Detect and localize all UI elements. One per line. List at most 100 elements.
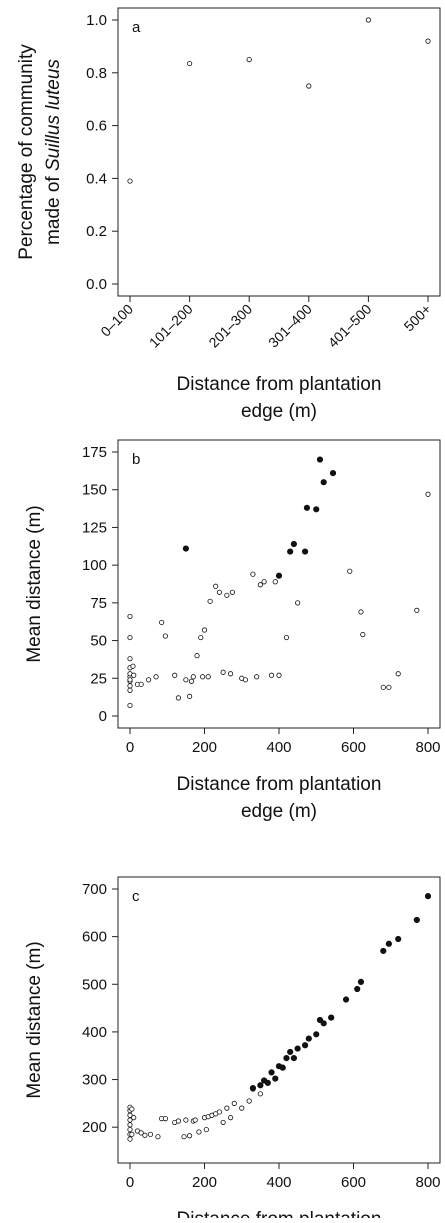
data-point-open	[257, 582, 263, 588]
data-point-open	[220, 1119, 226, 1126]
data-point-filled	[385, 940, 392, 947]
data-point-open	[272, 579, 278, 585]
x-tick-label: 400	[266, 739, 291, 756]
data-point-open	[386, 684, 392, 690]
data-point-open	[347, 568, 353, 574]
y-tick-label: 25	[90, 670, 107, 687]
data-point-open	[155, 1134, 161, 1140]
data-point-open	[130, 663, 136, 669]
data-point-open	[224, 1105, 230, 1111]
data-point-open	[183, 1117, 189, 1123]
x-tick-label: 800	[415, 739, 440, 756]
data-point-open	[276, 672, 282, 678]
x-tick-label: 600	[341, 1174, 366, 1191]
data-point-open	[414, 607, 420, 614]
y-tick-label: 0.6	[86, 118, 107, 135]
data-points	[127, 17, 431, 184]
y-tick-label: 75	[90, 595, 107, 612]
x-tick-label: 201–300	[205, 301, 255, 351]
data-point-open	[246, 1098, 252, 1104]
data-point-open	[127, 1136, 133, 1142]
data-point-open	[231, 1100, 237, 1106]
data-point-open	[190, 674, 196, 680]
data-point-open	[127, 702, 133, 709]
x-tick-label: 200	[192, 739, 217, 756]
data-point-open	[153, 674, 159, 680]
data-point-open	[227, 671, 234, 677]
data-point-filled	[268, 1069, 275, 1076]
x-tick-label: 600	[341, 739, 366, 756]
data-point-open	[203, 1126, 209, 1133]
y-axis: 200 300 400 500 600 700	[82, 881, 118, 1136]
x-tick-label: 0	[126, 739, 134, 756]
data-point-open	[127, 1126, 133, 1133]
data-point-open	[261, 579, 267, 585]
data-point-filled	[329, 470, 337, 477]
y-tick-label: 175	[82, 444, 107, 461]
data-point-open	[127, 687, 133, 693]
y-tick-label: 150	[82, 482, 107, 499]
data-point-filled	[424, 893, 432, 900]
y-tick-label: 400	[82, 1024, 107, 1041]
data-point-filled	[357, 978, 365, 985]
y-tick-label: 50	[90, 633, 107, 650]
data-point	[187, 60, 193, 67]
data-point-open	[360, 631, 366, 638]
x-tick-label: 800	[415, 1174, 440, 1191]
data-point-filled	[342, 996, 350, 1003]
x-tick-label: 301–400	[265, 301, 315, 351]
x-tick-label: 500+	[401, 301, 435, 335]
data-point-open	[131, 1115, 137, 1121]
y-tick-label: 0.2	[86, 223, 107, 240]
data-point-open	[183, 677, 189, 683]
plot-frame	[117, 439, 441, 729]
x-tick-label: 0	[126, 1174, 134, 1191]
data-points	[127, 893, 432, 1142]
x-axis: 0–100 101–200 201–300 301–400 401–500 500+	[97, 296, 434, 351]
x-axis: 0 200 400 600 800	[126, 1163, 441, 1191]
data-point-open	[194, 653, 200, 659]
data-point-filled	[294, 1045, 301, 1052]
data-point	[306, 83, 312, 89]
y-axis-label: made of Suillus luteus	[43, 59, 64, 245]
data-point-open	[175, 1118, 182, 1124]
data-point-filled	[290, 1055, 297, 1062]
data-point-filled	[257, 1082, 264, 1089]
y-tick-label: 1.0	[86, 12, 107, 29]
data-point-filled	[287, 548, 294, 555]
data-point	[127, 178, 133, 184]
data-point-filled	[305, 1035, 312, 1042]
x-axis-label: edge (m)	[241, 801, 317, 822]
data-point-open	[192, 1117, 198, 1123]
data-point-filled	[287, 1048, 294, 1056]
y-tick-label: 0	[99, 708, 107, 725]
data-point-filled	[290, 540, 297, 548]
data-point-open	[187, 693, 193, 699]
data-point-filled	[380, 947, 387, 955]
y-axis-label: Mean distance (m)	[24, 505, 45, 662]
y-axis: 0.0 0.2 0.4 0.6 0.8 1.0	[86, 12, 118, 293]
data-point-open	[242, 677, 249, 683]
data-point-filled	[320, 1020, 327, 1027]
data-point-open	[224, 592, 230, 598]
x-axis-label: Distance from plantation	[177, 374, 382, 395]
data-point-open	[198, 634, 204, 641]
data-point-open	[138, 681, 144, 687]
data-point-open	[254, 674, 260, 680]
data-point-open	[127, 683, 133, 689]
data-point-filled	[354, 985, 361, 993]
data-point-open	[250, 571, 256, 577]
data-point-open	[283, 634, 290, 641]
y-tick-label: 600	[82, 929, 107, 946]
panel-label: b	[132, 451, 140, 468]
data-point-filled	[283, 1055, 290, 1062]
y-tick-label: 0.8	[86, 65, 107, 82]
data-point-open	[216, 589, 222, 595]
data-point	[425, 38, 431, 44]
plot-frame	[117, 7, 441, 297]
y-axis: 0 25 50 75 100 125 150 175	[82, 444, 118, 725]
data-point-open	[268, 672, 275, 678]
data-point-open	[172, 672, 178, 678]
data-point-open	[127, 1122, 133, 1128]
